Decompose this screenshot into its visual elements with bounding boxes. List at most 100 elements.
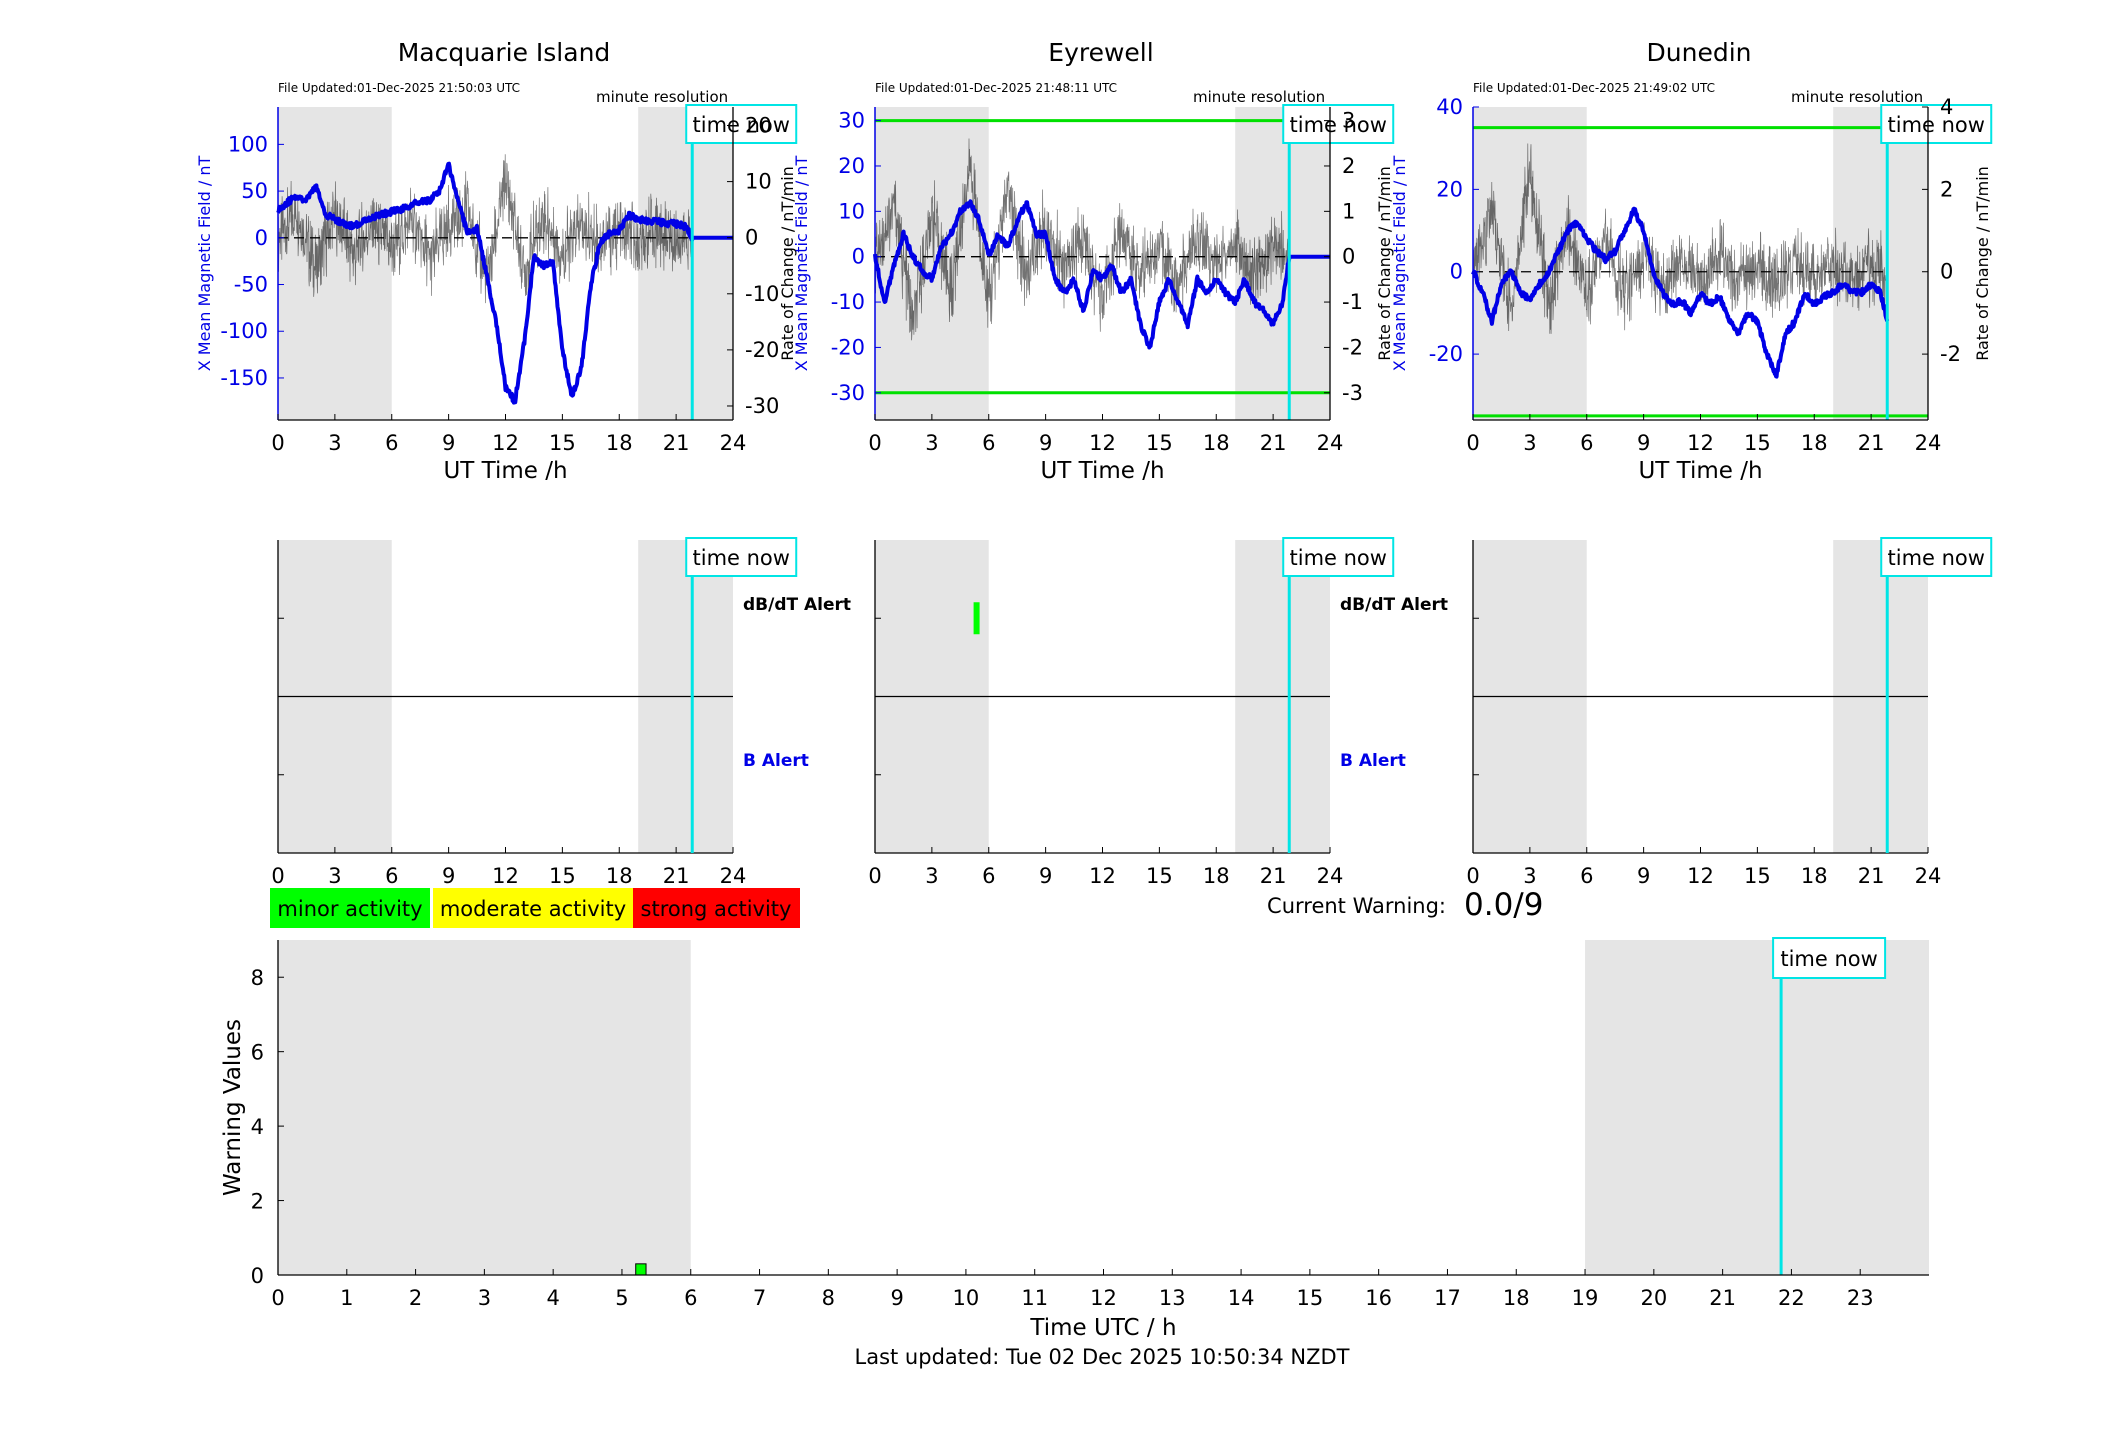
y-tick-label: 2 <box>251 1190 264 1214</box>
x-tick-label: 12 <box>1687 864 1714 888</box>
magnetic-field-line <box>873 199 1332 350</box>
magnetic-field-line <box>1471 206 1890 379</box>
x-tick-label: 3 <box>1523 431 1536 455</box>
y-left-tick-label: -150 <box>220 366 268 390</box>
y-right-tick-label: 4 <box>1940 95 1953 119</box>
resolution-label: minute resolution <box>1791 88 1923 106</box>
y-left-tick-label: 40 <box>1436 95 1463 119</box>
x-axis-title: UT Time /h <box>1638 458 1762 484</box>
x-tick-label: 3 <box>478 1286 491 1310</box>
y-left-tick-label: -30 <box>831 381 865 405</box>
night-shading <box>278 940 691 1275</box>
x-tick-label: 2 <box>409 1286 422 1310</box>
x-tick-label: 21 <box>1709 1286 1736 1310</box>
magnetic-field-line <box>276 161 735 405</box>
rate-of-change-line <box>1472 143 1888 334</box>
time-now-box <box>685 537 798 577</box>
x-tick-label: 21 <box>1260 864 1287 888</box>
night-shading <box>1585 940 1929 1275</box>
x-tick-label: 5 <box>615 1286 628 1310</box>
y-left-tick-label: -50 <box>234 273 268 297</box>
x-tick-label: 19 <box>1572 1286 1599 1310</box>
x-tick-label: 18 <box>1203 864 1230 888</box>
x-tick-label: 8 <box>822 1286 835 1310</box>
x-tick-label: 24 <box>720 864 747 888</box>
x-axis-title: UT Time /h <box>443 458 567 484</box>
y-left-axis-title: X Mean Magnetic Field / nT <box>195 156 214 372</box>
x-tick-label: 9 <box>1637 431 1650 455</box>
file-updated-label: File Updated:01-Dec-2025 21:48:11 UTC <box>875 81 1117 95</box>
current-warning-value: 0.0/9 <box>1464 887 1543 923</box>
x-tick-label: 9 <box>890 1286 903 1310</box>
y-left-tick-label: -20 <box>831 335 865 359</box>
y-left-tick-label: 0 <box>852 245 865 269</box>
alert-plot: time now 0 3 6 9 12 15 18 21 24 dB/dT Alert B Alert <box>868 537 1448 888</box>
time-now-box <box>1880 537 1993 577</box>
warning-bar <box>635 1263 647 1276</box>
x-tick-label: 0 <box>271 1286 284 1310</box>
legend-strong-label: strong activity <box>641 897 792 921</box>
time-now-label: time now <box>693 546 790 570</box>
time-now-label: time now <box>1780 947 1877 971</box>
b-alert-label: B Alert <box>1340 751 1406 771</box>
x-tick-label: 18 <box>606 864 633 888</box>
activity-legend: minor activity moderate activity strong … <box>270 888 800 928</box>
x-tick-label: 10 <box>953 1286 980 1310</box>
dbdt-alert-label: dB/dT Alert <box>1340 595 1448 615</box>
y-right-tick-label: 0 <box>745 226 758 250</box>
y-right-axis-title: Rate of Change / nT/min <box>778 166 797 361</box>
x-tick-label: 3 <box>925 864 938 888</box>
x-tick-label: 9 <box>1039 864 1052 888</box>
time-now-box <box>685 104 798 144</box>
y-tick-label: 0 <box>251 1264 264 1288</box>
x-axis-title: UT Time /h <box>1040 458 1164 484</box>
x-tick-label: 13 <box>1159 1286 1186 1310</box>
y-right-tick-label: 2 <box>1342 154 1355 178</box>
legend-minor-swatch <box>270 888 430 928</box>
x-tick-label: 3 <box>925 431 938 455</box>
station-title: Dunedin <box>1647 38 1752 67</box>
x-tick-label: 6 <box>1580 864 1593 888</box>
y-right-tick-label: -10 <box>745 282 779 306</box>
current-warning-label: Current Warning: <box>1267 894 1446 918</box>
x-tick-label: 21 <box>1858 864 1885 888</box>
y-axis-title: Warning Values <box>220 1019 246 1196</box>
y-left-tick-label: -100 <box>220 319 268 343</box>
x-tick-label: 0 <box>868 864 881 888</box>
y-left-tick-label: 0 <box>255 226 268 250</box>
x-axis-title: Time UTC / h <box>1029 1315 1176 1341</box>
x-tick-label: 22 <box>1778 1286 1805 1310</box>
y-tick-label: 4 <box>251 1115 264 1139</box>
x-tick-label: 15 <box>549 864 576 888</box>
x-tick-label: 24 <box>1915 864 1942 888</box>
y-right-axis-title: Rate of Change / nT/min <box>1973 166 1992 361</box>
x-tick-label: 6 <box>684 1286 697 1310</box>
y-left-tick-label: 20 <box>838 154 865 178</box>
y-left-tick-label: 20 <box>1436 177 1463 201</box>
y-left-tick-label: 0 <box>1450 260 1463 284</box>
x-tick-label: 21 <box>663 431 690 455</box>
night-shading <box>638 107 733 420</box>
legend-minor-label: minor activity <box>277 897 422 921</box>
x-tick-label: 1 <box>340 1286 353 1310</box>
y-right-axis-title: Rate of Change / nT/min <box>1375 166 1394 361</box>
x-tick-label: 12 <box>492 864 519 888</box>
x-tick-label: 24 <box>1317 864 1344 888</box>
x-tick-label: 3 <box>328 864 341 888</box>
x-tick-label: 15 <box>549 431 576 455</box>
y-left-tick-label: -20 <box>1429 342 1463 366</box>
x-tick-label: 3 <box>1523 864 1536 888</box>
x-tick-label: 14 <box>1228 1286 1255 1310</box>
y-right-tick-label: -2 <box>1342 335 1363 359</box>
x-tick-label: 7 <box>753 1286 766 1310</box>
x-tick-label: 24 <box>1915 431 1942 455</box>
time-now-label: time now <box>1290 546 1387 570</box>
y-right-tick-label: 3 <box>1342 109 1355 133</box>
alert-plot: time now 0 3 6 9 12 15 18 21 24 <box>1466 537 1993 888</box>
resolution-label: minute resolution <box>1193 88 1325 106</box>
y-right-tick-label: -20 <box>745 338 779 362</box>
legend-moderate-label: moderate activity <box>440 897 626 921</box>
x-tick-label: 18 <box>1203 431 1230 455</box>
